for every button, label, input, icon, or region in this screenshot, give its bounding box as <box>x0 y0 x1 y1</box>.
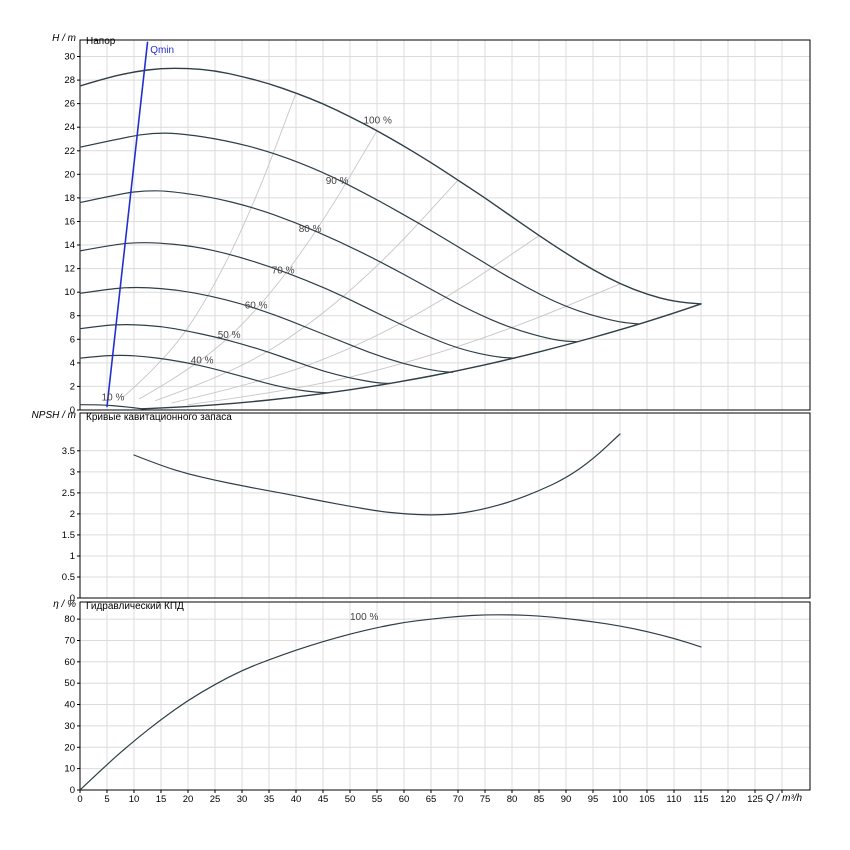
x-tick-label: 100 <box>612 794 628 805</box>
npsh-y-tick-label: 1.5 <box>62 530 75 541</box>
head-curve-label: Qmin <box>150 45 174 56</box>
eff-y-tick-label: 20 <box>64 742 75 753</box>
x-tick-label: 40 <box>291 794 302 805</box>
head-curve-100-% <box>79 67 702 305</box>
x-tick-label: 125 <box>747 794 763 805</box>
eff-y-tick-label: 80 <box>64 614 75 625</box>
npsh-panel-border <box>79 412 811 599</box>
head-y-tick-label: 2 <box>70 381 75 392</box>
head-y-tick-label: 30 <box>64 52 75 63</box>
x-tick-label: 115 <box>693 794 708 805</box>
x-tick-label: 105 <box>639 794 655 805</box>
npsh-axis-unit-label: NPSH / m <box>31 410 76 421</box>
head-curve-70-% <box>79 242 516 359</box>
x-tick-label: 85 <box>534 794 545 805</box>
x-tick-label: 80 <box>507 794 518 805</box>
eff-panel-title: Гидравлический КПД <box>86 601 184 612</box>
x-tick-label: 10 <box>129 794 140 805</box>
head-y-tick-label: 26 <box>64 99 75 110</box>
eff-y-tick-label: 60 <box>64 657 75 668</box>
head-curve-40-% <box>79 354 329 394</box>
x-tick-label: 60 <box>399 794 410 805</box>
eff-y-tick-label: 40 <box>64 700 75 711</box>
head-curve-iso-efficiency-3 <box>155 179 459 402</box>
x-tick-label: 110 <box>666 794 681 805</box>
head-curve-label: 50 % <box>218 330 241 341</box>
head-curve-iso-efficiency-4 <box>171 235 540 404</box>
head-curve-iso-efficiency-5 <box>187 283 621 406</box>
eff-y-tick-label: 10 <box>64 764 75 775</box>
head-y-tick-label: 10 <box>64 287 75 298</box>
head-curve-90-% <box>79 132 640 325</box>
npsh-y-tick-label: 2 <box>70 509 75 520</box>
head-curve-50-% <box>79 323 392 385</box>
x-tick-label: 45 <box>318 794 329 805</box>
head-curve-label: 10 % <box>102 393 125 404</box>
head-curve-label: 70 % <box>272 265 295 276</box>
x-tick-label: 95 <box>588 794 599 805</box>
x-tick-label: 20 <box>183 794 194 805</box>
head-y-tick-label: 18 <box>64 193 75 204</box>
head-curve-Qmin <box>106 41 149 408</box>
head-y-tick-label: 28 <box>64 75 75 86</box>
head-y-tick-label: 0 <box>70 405 75 416</box>
eff-y-tick-label: 30 <box>64 721 75 732</box>
head-axis-unit-label: H / m <box>52 33 76 44</box>
head-curve-80-% <box>79 190 578 343</box>
eff-y-tick-label: 0 <box>70 785 75 796</box>
npsh-y-tick-label: 0.5 <box>62 572 75 583</box>
head-y-tick-label: 24 <box>64 122 75 133</box>
x-tick-label: 70 <box>453 794 464 805</box>
head-curve-label: 40 % <box>191 356 214 367</box>
head-curve-iso-efficiency-2 <box>138 130 378 400</box>
head-y-tick-label: 16 <box>64 217 75 228</box>
npsh-y-tick-label: 1 <box>70 551 75 562</box>
head-panel-title: Напор <box>86 36 116 47</box>
eff-axis-unit-label: η / % <box>53 599 76 610</box>
head-curve-end-of-curve-limit <box>141 303 702 410</box>
eff-curve-label: 100 % <box>350 612 378 623</box>
head-curve-label: 100 % <box>364 116 392 127</box>
npsh-y-tick-label: 3 <box>70 467 75 478</box>
head-y-tick-label: 22 <box>64 146 75 157</box>
head-panel-border <box>79 39 811 411</box>
eff-curve-100-% <box>79 614 702 791</box>
head-y-tick-label: 4 <box>70 358 75 369</box>
x-tick-label: 25 <box>210 794 221 805</box>
head-curve-60-% <box>79 286 454 373</box>
head-y-tick-label: 14 <box>64 240 75 251</box>
npsh-panel-title: Кривые кавитационного запаса <box>86 412 232 423</box>
flow-axis-unit-label: Q / m³/h <box>766 793 803 804</box>
eff-y-tick-label: 70 <box>64 636 75 647</box>
head-curve-label: 60 % <box>245 301 268 312</box>
x-tick-label: 55 <box>372 794 383 805</box>
head-y-tick-label: 6 <box>70 334 75 345</box>
head-curve-label: 80 % <box>299 224 322 235</box>
x-tick-label: 90 <box>561 794 572 805</box>
x-tick-label: 50 <box>345 794 356 805</box>
npsh-y-tick-label: 2.5 <box>62 488 75 499</box>
x-tick-label: 15 <box>156 794 167 805</box>
x-tick-label: 35 <box>264 794 275 805</box>
npsh-y-tick-label: 0 <box>70 593 75 604</box>
x-tick-label: 30 <box>237 794 248 805</box>
x-tick-label: 5 <box>104 794 109 805</box>
eff-y-tick-label: 50 <box>64 678 75 689</box>
x-tick-label: 65 <box>426 794 437 805</box>
x-tick-label: 0 <box>77 794 82 805</box>
x-tick-label: 120 <box>720 794 736 805</box>
head-y-tick-label: 8 <box>70 311 75 322</box>
npsh-y-tick-label: 3.5 <box>62 446 75 457</box>
head-curve-10-% <box>79 404 143 410</box>
npsh-curve-NPSH <box>133 433 621 516</box>
head-y-tick-label: 12 <box>64 264 75 275</box>
head-y-tick-label: 20 <box>64 169 75 180</box>
eff-panel-border <box>79 601 811 791</box>
x-tick-label: 75 <box>480 794 491 805</box>
head-curve-label: 90 % <box>326 176 349 187</box>
